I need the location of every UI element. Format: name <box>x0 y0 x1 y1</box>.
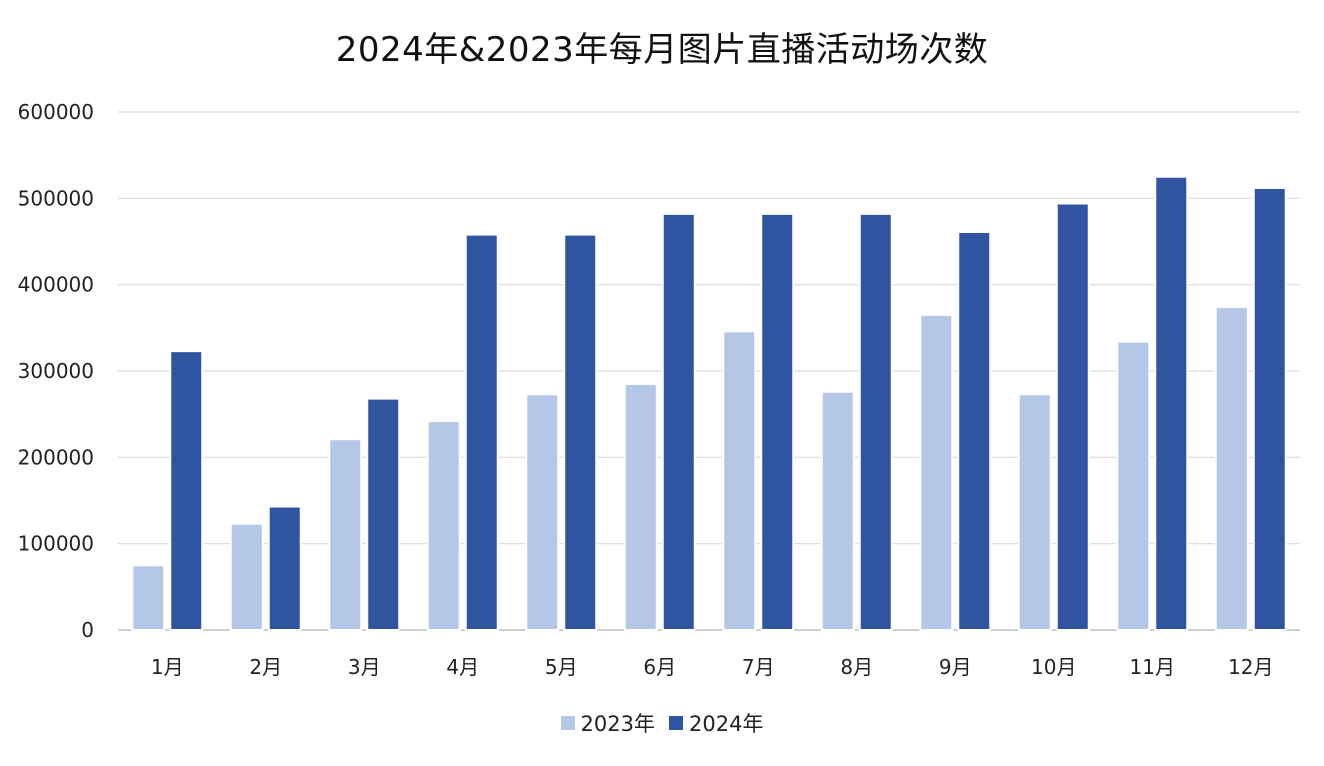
x-tick-label: 4月 <box>446 655 479 679</box>
bar-2023-11 <box>1116 340 1151 631</box>
chart-legend: 2023年 2024年 <box>0 708 1324 738</box>
bar-2024-11 <box>1154 175 1189 631</box>
bar-2023-12 <box>1214 306 1249 631</box>
x-tick-label: 2月 <box>249 655 282 679</box>
x-tick-label: 1月 <box>151 655 184 679</box>
legend-label-2023: 2023年 <box>580 712 655 736</box>
x-tick-label: 7月 <box>742 655 775 679</box>
bar-2024-9 <box>957 231 992 631</box>
bar-2024-3 <box>366 397 401 632</box>
y-tick-label: 600000 <box>18 100 94 124</box>
x-tick-label: 10月 <box>1031 655 1076 679</box>
bar-2023-8 <box>820 390 855 631</box>
x-tick-label: 5月 <box>545 655 578 679</box>
y-tick-label: 400000 <box>18 273 94 297</box>
bar-2024-2 <box>267 505 302 631</box>
bar-2024-6 <box>661 212 696 632</box>
y-tick-label: 500000 <box>18 186 94 210</box>
legend-swatch-2023 <box>560 716 575 730</box>
bar-2023-4 <box>426 420 461 631</box>
bar-2023-1 <box>131 564 166 631</box>
bar-2024-10 <box>1055 202 1090 631</box>
chart-title: 2024年&2023年每月图片直播活动场次数 <box>335 30 989 70</box>
bar-2023-5 <box>525 393 560 631</box>
y-tick-label: 300000 <box>18 359 94 383</box>
legend-swatch-2024 <box>669 716 683 730</box>
bar-2024-8 <box>858 212 893 632</box>
bar-2024-4 <box>464 233 499 632</box>
bar-2023-9 <box>919 313 954 631</box>
bar-2023-7 <box>722 330 757 631</box>
y-tick-label: 100000 <box>18 532 94 556</box>
y-tick-label: 0 <box>81 618 94 642</box>
bar-2024-5 <box>563 233 598 632</box>
x-tick-label: 12月 <box>1228 655 1273 679</box>
x-tick-label: 9月 <box>939 655 972 679</box>
bar-2024-12 <box>1252 186 1287 631</box>
bar-2024-7 <box>760 212 795 632</box>
x-tick-label: 11月 <box>1130 655 1175 679</box>
x-tick-label: 8月 <box>840 655 873 679</box>
bar-2023-10 <box>1017 393 1052 631</box>
bar-2024-1 <box>169 350 204 631</box>
x-tick-label: 6月 <box>643 655 676 679</box>
bar-2023-2 <box>229 522 264 631</box>
bar-2023-3 <box>328 438 363 631</box>
legend-item-2024: 2024年 <box>669 708 763 738</box>
bar-2023-6 <box>623 382 658 632</box>
legend-item-2023: 2023年 <box>560 708 655 738</box>
x-tick-label: 3月 <box>348 655 381 679</box>
y-tick-label: 200000 <box>18 445 94 469</box>
legend-label-2024: 2024年 <box>689 712 764 736</box>
